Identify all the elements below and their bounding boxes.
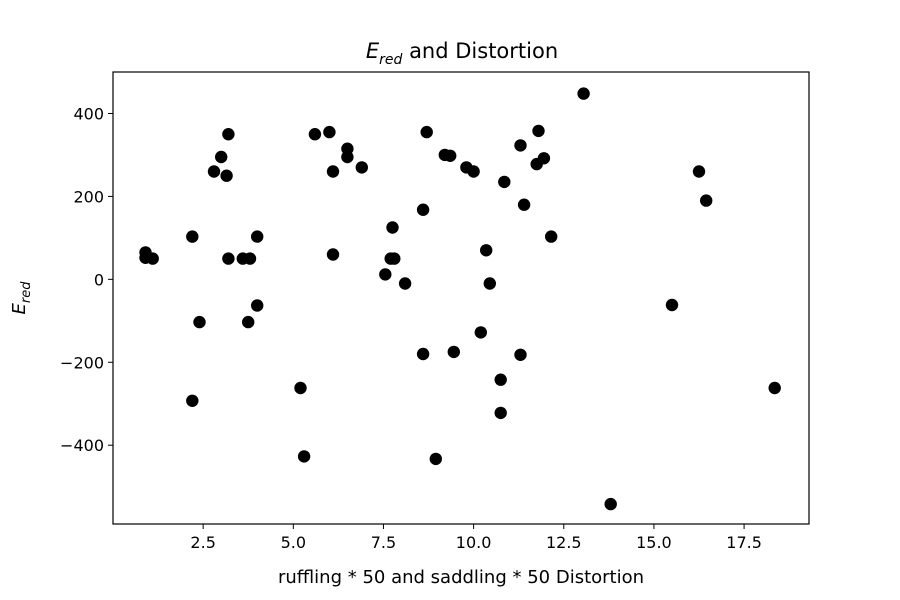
data-point [545,230,558,243]
data-point [251,230,264,243]
data-point [416,347,430,361]
x-tick-label: 17.5 [726,533,762,552]
points-layer [139,87,781,511]
data-point [604,497,617,511]
data-point [222,252,235,265]
y-tick-label: 400 [73,104,104,123]
data-point [398,277,412,290]
data-point [514,348,527,361]
data-point [294,381,307,395]
chart-title: Ered and Distortion [366,39,558,68]
data-point [444,149,457,162]
x-tick-label: 12.5 [546,533,582,552]
data-point [467,165,480,178]
data-point [447,345,460,359]
data-point [326,165,340,178]
data-point [768,381,781,395]
data-point [474,326,487,339]
y-axis-label-symbol: E [9,302,30,314]
data-point [220,169,233,182]
y-axis-label-subscript: red [19,281,34,303]
plot-frame [112,71,810,525]
y-tick-label: 0 [94,270,104,289]
x-tick-label: 7.5 [371,533,396,552]
data-point [222,128,235,141]
data-point [420,125,433,139]
data-point [355,161,368,174]
data-point [537,152,551,165]
data-point [494,373,507,386]
data-point [514,139,527,152]
ticks-layer: 2.5 5.0 7.5 10.0 12.5 15.0 17.5 −400 −200 0 200 400 [60,104,762,552]
data-point [517,198,531,211]
x-tick-label: 10.0 [456,533,492,552]
x-axis-label: ruffling * 50 and saddling * 50 Distorti… [278,567,644,588]
y-axis-label: Ered [9,281,34,315]
data-point [388,252,401,265]
data-point [692,165,706,178]
data-point [341,150,354,164]
chart-title-subscript: red [379,52,402,68]
chart-title-rest: and Distortion [402,39,558,63]
data-point [193,315,206,329]
data-point [186,230,199,243]
x-tick-label: 5.0 [281,533,306,552]
data-point [665,298,679,312]
data-point [494,406,507,420]
data-point [215,150,228,164]
y-tick-label: −400 [60,436,104,455]
data-point [243,252,257,265]
data-point [186,394,199,407]
chart-title-symbol: E [366,39,380,63]
data-point [386,221,399,234]
x-tick-label: 15.0 [636,533,672,552]
data-point [323,125,336,139]
data-point [308,128,322,141]
data-point [379,268,392,281]
x-tick-label: 2.5 [190,533,215,552]
y-tick-label: 200 [73,187,104,206]
data-point [532,124,545,138]
data-point [242,315,255,329]
data-point [207,165,221,178]
data-point [577,87,590,100]
data-point [483,277,496,290]
data-point [326,248,340,261]
data-point [498,175,511,189]
data-point [146,252,159,265]
data-point [297,450,311,463]
data-point [251,299,264,312]
data-point [416,203,430,216]
data-point [480,244,493,257]
data-point [429,452,442,466]
data-point [700,194,713,207]
y-tick-label: −200 [60,353,104,372]
